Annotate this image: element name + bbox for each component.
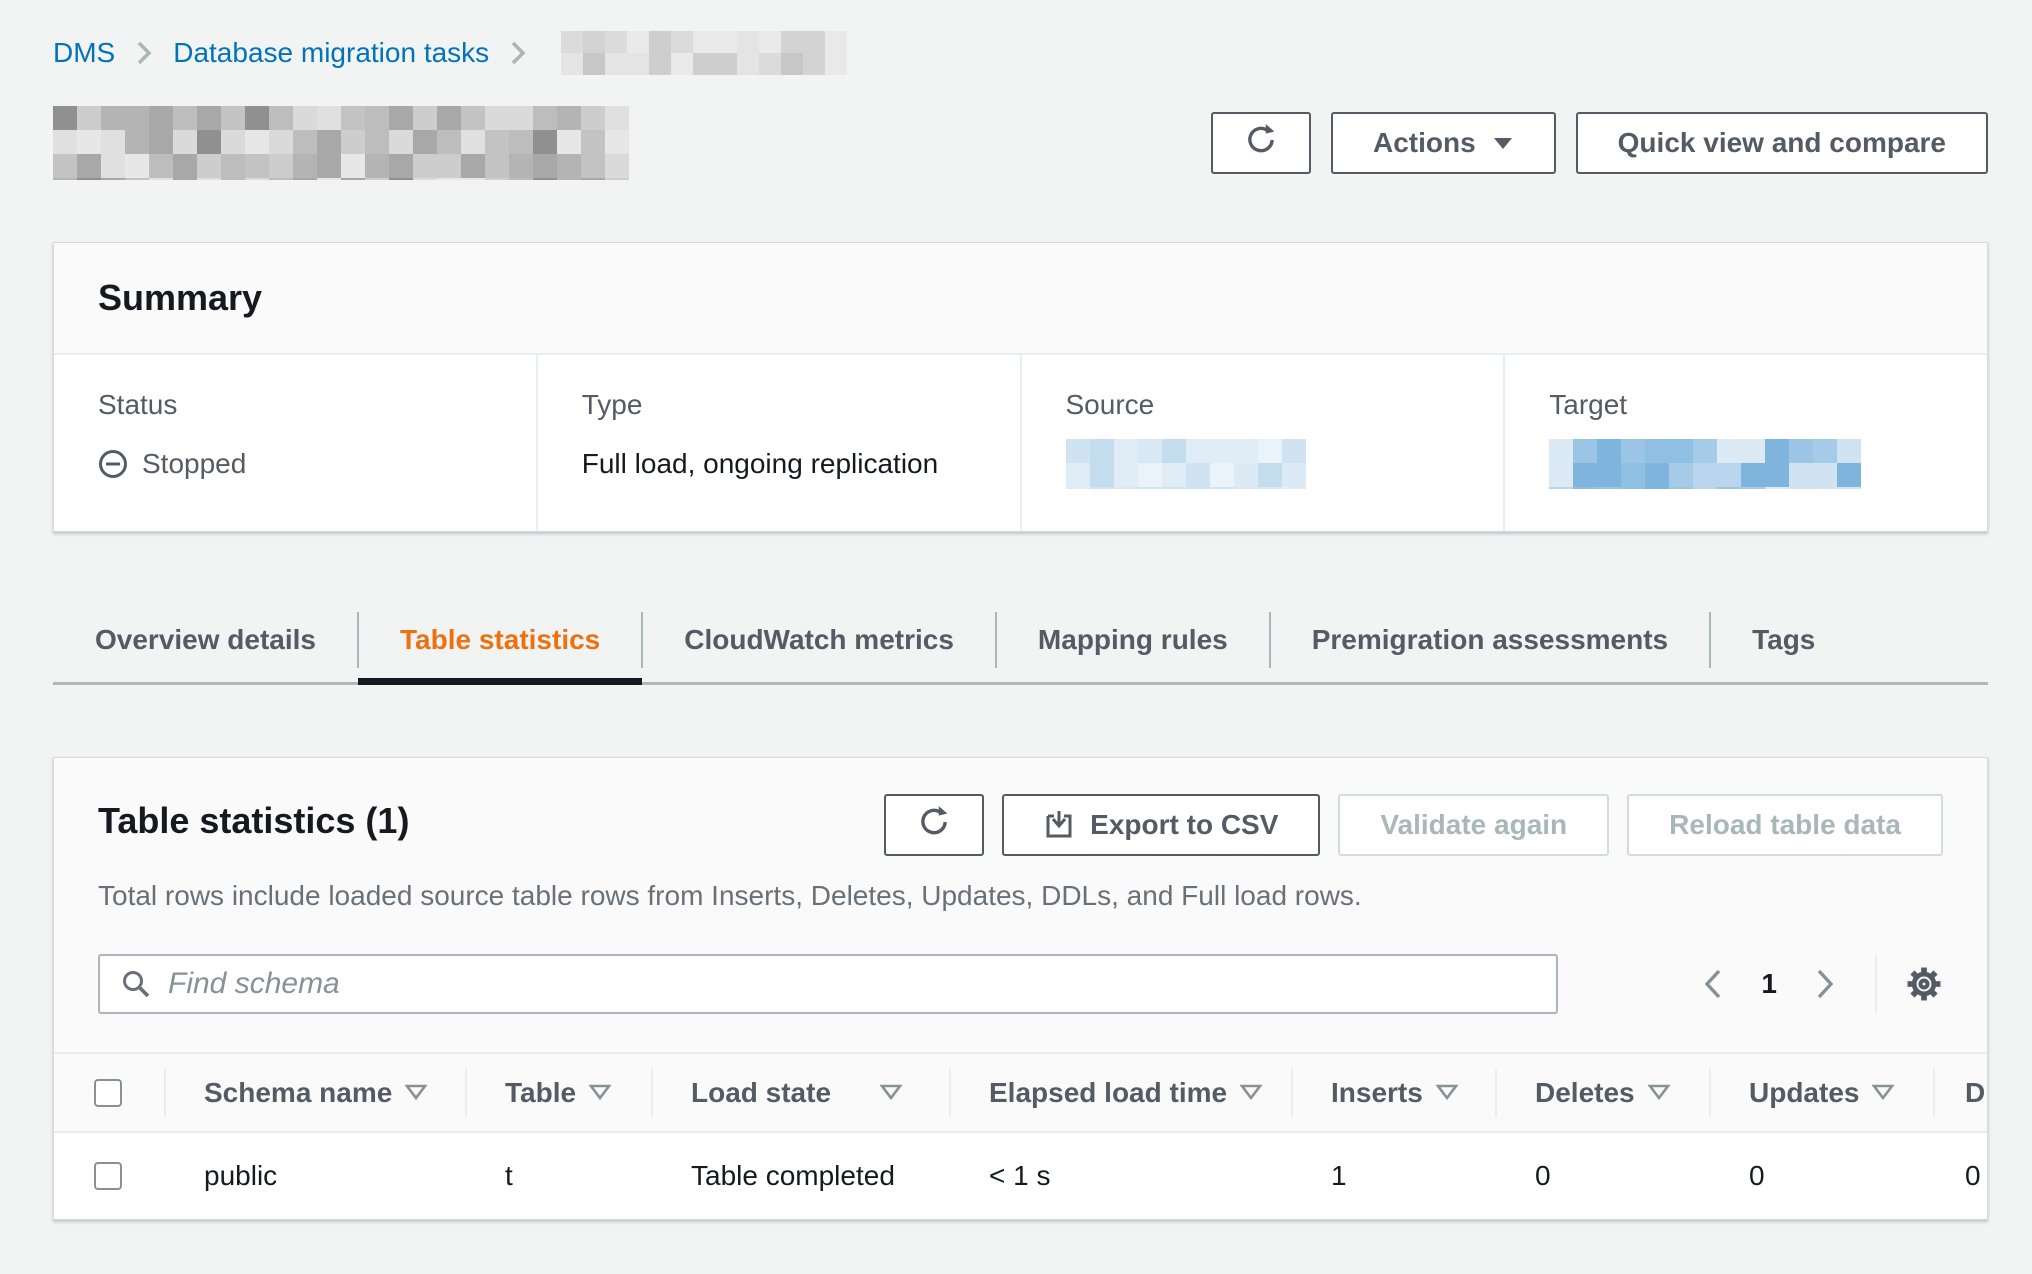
source-label: Source [1065,389,1155,420]
refresh-icon [917,805,951,846]
select-all-checkbox[interactable] [94,1078,122,1107]
tab-table-statistics[interactable]: Table statistics [358,598,643,685]
sort-caret-icon [1435,1076,1459,1108]
gear-icon [1905,965,1943,1003]
next-page-button[interactable] [1807,960,1843,1008]
breadcrumb-chevron-icon [135,39,153,67]
type-label: Type [581,389,643,420]
summary-field-status: Status Stopped [54,355,536,531]
search-input[interactable] [168,967,1536,1001]
current-page-number[interactable]: 1 [1761,968,1777,999]
reload-table-data-button[interactable]: Reload table data [1627,794,1943,856]
column-header-table[interactable]: Table [465,1052,651,1133]
breadcrumb-chevron-icon [509,39,527,67]
column-header-inserts[interactable]: Inserts [1291,1052,1495,1133]
cell-load-state: Table completed [651,1132,949,1219]
summary-body: Status Stopped Type Full load, ongoing r… [54,355,1987,531]
cell-ddls-truncated: 0 [1933,1132,1987,1219]
preferences-gear-button[interactable] [1905,965,1943,1003]
cell-deletes: 0 [1495,1132,1709,1219]
tab-cloudwatch-metrics[interactable]: CloudWatch metrics [642,598,996,682]
table-statistics-title: Table statistics (1) [98,800,410,841]
table-statistics-card: Table statistics (1) [53,757,1988,1220]
tab-overview-details[interactable]: Overview details [95,624,317,655]
sort-caret-icon [588,1076,612,1108]
tab-tags[interactable]: Tags [1710,598,1857,682]
breadcrumb: DMS Database migration tasks [53,30,1988,76]
header-actions: Actions Quick view and compare [1210,112,1988,174]
search-icon [120,968,152,1000]
quick-view-and-compare-button[interactable]: Quick view and compare [1575,112,1988,174]
breadcrumb-link-tasks[interactable]: Database migration tasks [173,37,490,68]
breadcrumb-current-redacted [561,31,861,75]
status-value: Stopped [142,448,247,479]
table-statistics-description: Total rows include loaded source table r… [98,880,1362,911]
page-header: Actions Quick view and compare [53,106,1988,180]
table-header-row: Schema name Table Load state Elapsed loa… [54,1052,1987,1133]
previous-page-button[interactable] [1695,960,1731,1008]
row-checkbox[interactable] [94,1162,122,1190]
refresh-button[interactable] [1210,112,1311,174]
column-header-elapsed-load-time[interactable]: Elapsed load time [949,1052,1291,1133]
dms-task-page: DMS Database migration tasks Actions [0,0,2032,1220]
sort-caret-icon [1239,1076,1263,1108]
download-icon [1044,810,1074,840]
validate-again-label: Validate again [1380,809,1568,840]
sort-caret-icon [404,1076,428,1108]
summary-card: Summary Status Stopped Type Full [53,242,1988,532]
cell-updates: 0 [1709,1132,1933,1219]
column-header-deletes[interactable]: Deletes [1495,1052,1709,1133]
column-header-updates[interactable]: Updates [1709,1052,1933,1133]
sort-caret-icon [1647,1076,1671,1108]
status-label: Status [98,389,178,420]
pagination-divider [1875,955,1877,1013]
sort-caret-icon [1871,1076,1896,1108]
refresh-icon [1244,123,1278,164]
task-detail-tabs: Overview details Table statistics CloudW… [53,598,1988,685]
cell-inserts: 1 [1291,1132,1495,1219]
reload-table-data-label: Reload table data [1669,809,1901,840]
target-label: Target [1549,389,1628,420]
summary-field-type: Type Full load, ongoing replication [535,355,1020,531]
caret-down-icon [1492,135,1514,151]
export-to-csv-label: Export to CSV [1090,809,1279,840]
cell-elapsed-load-time: < 1 s [949,1132,1291,1219]
find-schema-search [98,954,1558,1014]
source-link-redacted[interactable] [1065,439,1312,489]
column-header-schema-name[interactable]: Schema name [164,1052,465,1133]
summary-field-source: Source [1019,355,1504,531]
table-statistics-actions: Export to CSV Validate again Reload tabl… [884,794,1943,856]
column-header-load-state[interactable]: Load state [651,1052,949,1133]
pagination: 1 [1695,955,1943,1013]
cell-table: t [465,1132,651,1219]
summary-title: Summary [54,243,1987,355]
table-row: public t Table completed < 1 s 1 0 0 0 [54,1132,1987,1219]
export-to-csv-button[interactable]: Export to CSV [1002,794,1321,856]
quick-view-label: Quick view and compare [1617,127,1946,158]
actions-button-label: Actions [1372,127,1476,158]
validate-again-button[interactable]: Validate again [1338,794,1610,856]
summary-field-target: Target [1503,355,1987,531]
cell-schema-name: public [164,1132,465,1219]
table-refresh-button[interactable] [884,794,985,856]
tab-mapping-rules[interactable]: Mapping rules [996,598,1270,682]
page-title-redacted [53,106,641,180]
column-header-ddls-truncated[interactable]: D [1933,1052,1987,1133]
table-statistics-table: Schema name Table Load state Elapsed loa… [54,1052,1987,1219]
stopped-status-icon [98,449,128,479]
tab-premigration-assessments[interactable]: Premigration assessments [1270,598,1710,682]
breadcrumb-link-dms[interactable]: DMS [53,37,116,68]
sort-caret-icon [879,1076,903,1108]
type-value: Full load, ongoing replication [581,448,939,479]
actions-button[interactable]: Actions [1330,112,1556,174]
target-link-redacted[interactable] [1549,439,1875,489]
